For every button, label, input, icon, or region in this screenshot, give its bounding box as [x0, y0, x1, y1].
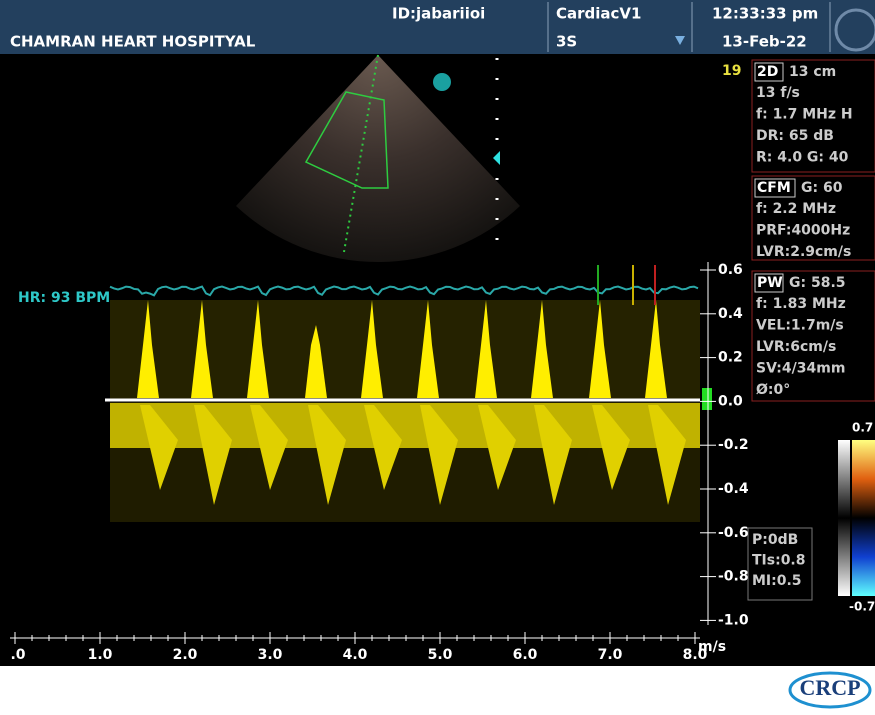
time: 12:33:33 pm	[712, 5, 818, 23]
mode-setting: 13 cm	[789, 64, 836, 80]
velocity-label: -0.6	[718, 525, 749, 541]
mode-setting: f: 2.2 MHz	[756, 201, 836, 217]
velocity-label: -0.2	[718, 437, 749, 453]
mode-setting: SV:4/34mm	[756, 361, 845, 377]
time-label: 4.0	[343, 647, 368, 663]
mode-setting: DR: 65 dB	[756, 128, 834, 144]
velocity-label: 0.0	[718, 393, 743, 409]
date: 13-Feb-22	[722, 33, 807, 51]
mode-setting: PRF:4000Hz	[756, 223, 850, 239]
time-label: 3.0	[258, 647, 283, 663]
preset: CardiacV1	[556, 5, 641, 23]
color-scale-top: 0.7	[852, 421, 873, 435]
time-label: 2.0	[173, 647, 198, 663]
mode-setting: f: 1.7 MHz H	[756, 107, 853, 123]
color-scale-bottom: -0.7	[849, 600, 875, 614]
mode-label: PW	[757, 275, 783, 291]
time-label: 5.0	[428, 647, 453, 663]
gray-bar	[838, 440, 850, 596]
mode-setting: 13 f/s	[756, 85, 800, 101]
time-label: 8.0	[683, 647, 708, 663]
orientation-dot	[433, 73, 451, 91]
mode-setting: R: 4.0 G: 40	[756, 150, 849, 166]
output-setting: TIs:0.8	[752, 553, 806, 569]
probe: 3S	[556, 33, 577, 51]
time-label: .0	[10, 647, 25, 663]
hospital: CHAMRAN HEART HOSPITYAL	[10, 33, 256, 51]
ultrasound-screen: ID:jabariioi CHAMRAN HEART HOSPITYAL Car…	[0, 0, 875, 711]
mode-setting: f: 1.83 MHz	[756, 296, 846, 312]
velocity-label: -0.8	[718, 569, 749, 585]
velocity-label: 0.4	[718, 306, 743, 322]
mode-setting: Ø:0°	[756, 382, 790, 398]
page: ID:jabariioi CHAMRAN HEART HOSPITYAL Car…	[0, 0, 875, 711]
frame-number: 19	[722, 63, 741, 79]
patient-id: ID:jabariioi	[392, 5, 485, 23]
mode-label: CFM	[757, 180, 791, 196]
output-setting: P:0dB	[752, 532, 798, 548]
time-label: 7.0	[598, 647, 623, 663]
time-label: 6.0	[513, 647, 538, 663]
heart-rate: HR: 93 BPM	[18, 290, 110, 306]
velocity-label: 0.6	[718, 262, 743, 278]
mode-label: 2D	[757, 64, 778, 80]
velocity-label: -1.0	[718, 612, 749, 628]
mode-setting: G: 60	[801, 180, 843, 196]
velocity-label: -0.4	[718, 481, 749, 497]
color-bar	[852, 440, 875, 596]
doppler-spectrum	[110, 265, 700, 522]
mode-setting: LVR:6cm/s	[756, 339, 836, 355]
logo: CRCP	[799, 675, 860, 700]
mode-setting: G: 58.5	[789, 275, 846, 291]
mode-setting: LVR:2.9cm/s	[756, 244, 851, 260]
output-setting: MI:0.5	[752, 573, 802, 589]
baseline-marker	[702, 388, 712, 410]
time-label: 1.0	[88, 647, 113, 663]
velocity-label: 0.2	[718, 350, 743, 366]
mode-setting: VEL:1.7m/s	[756, 318, 844, 334]
